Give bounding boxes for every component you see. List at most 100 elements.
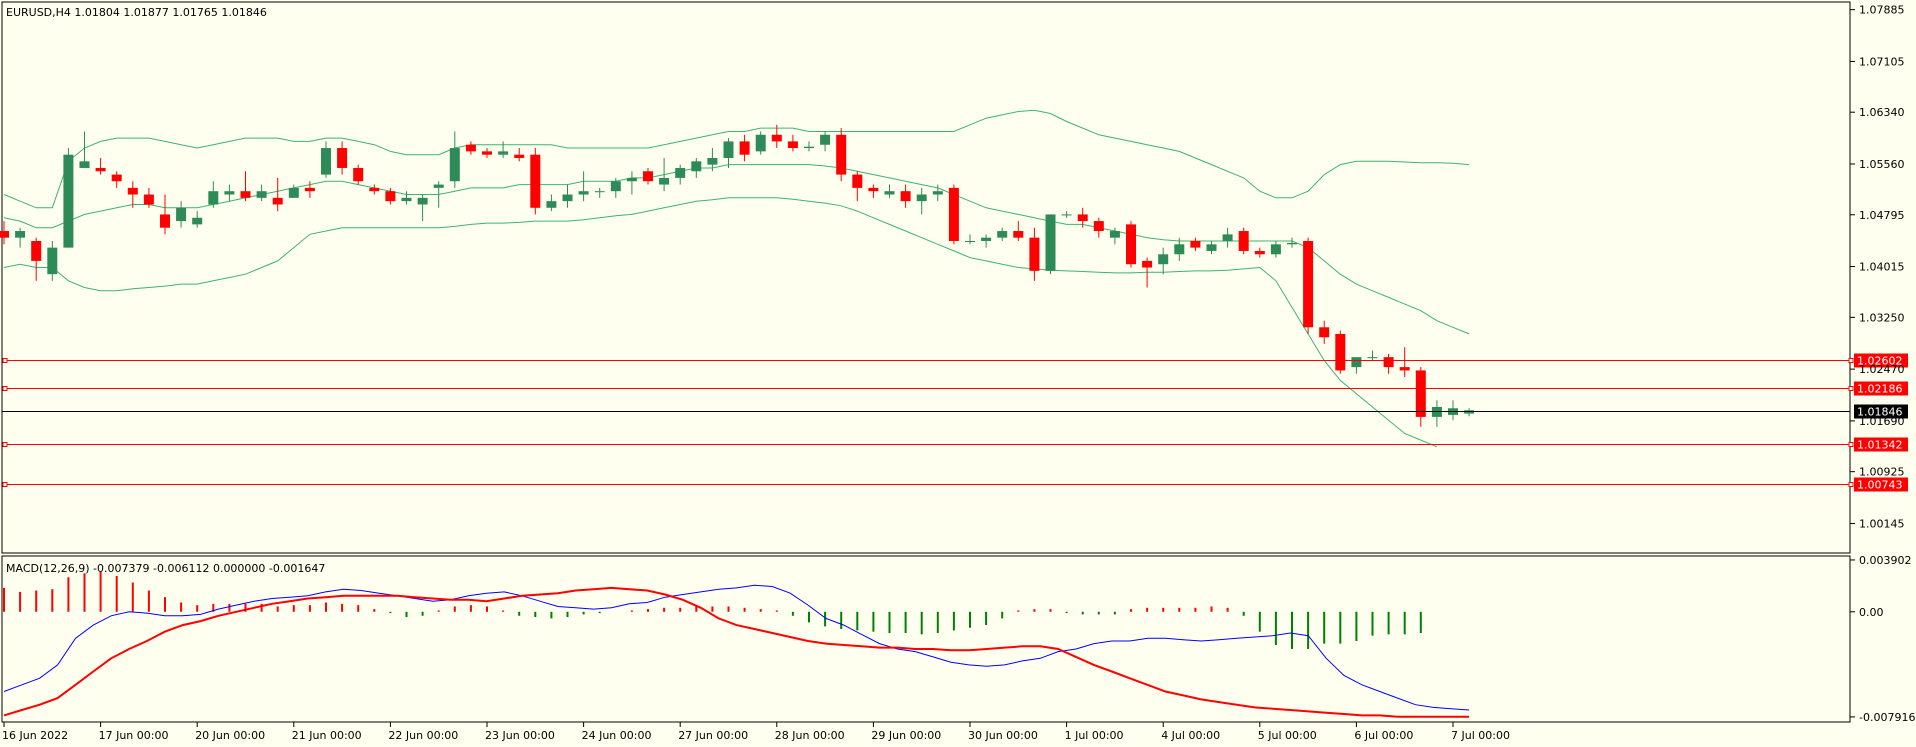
line-handle[interactable]: [2, 386, 8, 391]
line-handle[interactable]: [1848, 482, 1854, 487]
line-handle[interactable]: [2, 358, 8, 363]
candle-body[interactable]: [1045, 214, 1056, 271]
candle-body[interactable]: [852, 174, 863, 188]
candle-body[interactable]: [787, 141, 798, 149]
candle-body[interactable]: [868, 187, 879, 192]
candle-body[interactable]: [1013, 231, 1024, 238]
candle-body[interactable]: [1206, 244, 1217, 251]
candle-body[interactable]: [771, 134, 782, 142]
candle-body[interactable]: [1109, 231, 1120, 238]
candle-body[interactable]: [514, 154, 525, 159]
candle-body[interactable]: [1367, 357, 1378, 359]
candle-body[interactable]: [1222, 234, 1233, 241]
candle-body[interactable]: [932, 191, 943, 195]
candle-body[interactable]: [659, 177, 670, 185]
candle-body[interactable]: [1383, 357, 1394, 368]
candle-body[interactable]: [111, 174, 122, 182]
candle-body[interactable]: [691, 161, 702, 172]
candle-body[interactable]: [1190, 240, 1201, 248]
line-handle[interactable]: [2, 442, 8, 447]
candle-body[interactable]: [626, 177, 637, 182]
candle-body[interactable]: [707, 158, 718, 165]
candle-body[interactable]: [804, 146, 814, 149]
candle-body[interactable]: [1061, 214, 1072, 216]
candle-body[interactable]: [610, 181, 621, 192]
candle-body[interactable]: [723, 141, 734, 159]
candle-body[interactable]: [385, 191, 396, 202]
candle-body[interactable]: [965, 240, 975, 242]
candle-body[interactable]: [176, 207, 187, 222]
candle-body[interactable]: [95, 167, 106, 172]
candle-body[interactable]: [1126, 224, 1136, 265]
candle-body[interactable]: [1158, 254, 1169, 265]
line-handle[interactable]: [1848, 358, 1854, 363]
candle-body[interactable]: [304, 187, 315, 192]
line-handle[interactable]: [1848, 442, 1854, 447]
candle-body[interactable]: [1415, 370, 1426, 417]
candle-body[interactable]: [1238, 231, 1249, 251]
candle-body[interactable]: [643, 171, 653, 182]
candle-body[interactable]: [900, 191, 911, 202]
candle-body[interactable]: [127, 187, 138, 195]
candle-body[interactable]: [160, 214, 170, 228]
candle-body[interactable]: [47, 247, 58, 275]
line-handle[interactable]: [1848, 386, 1854, 391]
candle-body[interactable]: [288, 187, 299, 198]
candle-body[interactable]: [1351, 357, 1362, 368]
candle-body[interactable]: [1093, 221, 1104, 232]
candle-body[interactable]: [562, 194, 573, 202]
candle-body[interactable]: [836, 134, 847, 175]
candle-body[interactable]: [143, 194, 154, 205]
candle-body[interactable]: [321, 148, 331, 175]
candle-body[interactable]: [1142, 260, 1153, 268]
candle-body[interactable]: [208, 191, 219, 205]
candle-body[interactable]: [272, 197, 283, 205]
candle-body[interactable]: [15, 231, 26, 238]
candle-body[interactable]: [530, 154, 541, 208]
candle-body[interactable]: [1254, 250, 1265, 255]
candle-body[interactable]: [1335, 333, 1346, 371]
candle-body[interactable]: [79, 161, 90, 168]
candle-body[interactable]: [546, 201, 557, 208]
candle-body[interactable]: [948, 187, 959, 241]
line-handle[interactable]: [2, 482, 8, 487]
candle-body[interactable]: [1319, 327, 1330, 338]
horizontal-lines[interactable]: 1.02602 1.02186 1.01342 1.00743 1.01846: [2, 353, 1908, 492]
candle-body[interactable]: [401, 197, 412, 202]
candle-body[interactable]: [0, 231, 9, 238]
candle-body[interactable]: [31, 240, 42, 261]
candle-body[interactable]: [224, 191, 235, 195]
candle-body[interactable]: [240, 191, 251, 198]
candle-body[interactable]: [256, 191, 267, 198]
candle-body[interactable]: [337, 148, 348, 168]
candle-body[interactable]: [1399, 367, 1410, 371]
candle-body[interactable]: [997, 231, 1008, 238]
candle-body[interactable]: [916, 194, 927, 202]
candle-body[interactable]: [353, 167, 364, 182]
candle-body[interactable]: [675, 167, 686, 178]
candle-body[interactable]: [465, 144, 476, 152]
candle-body[interactable]: [1174, 244, 1185, 255]
candle-body[interactable]: [192, 217, 203, 225]
candlesticks[interactable]: [0, 124, 1475, 427]
candle-body[interactable]: [884, 191, 895, 195]
candle-body[interactable]: [981, 237, 992, 241]
candle-body[interactable]: [594, 191, 605, 193]
candle-body[interactable]: [1029, 237, 1040, 271]
candle-body[interactable]: [498, 151, 509, 155]
candle-body[interactable]: [482, 151, 492, 155]
candle-body[interactable]: [433, 184, 444, 188]
candle-body[interactable]: [417, 197, 428, 205]
candle-body[interactable]: [739, 141, 750, 155]
candle-body[interactable]: [1077, 214, 1088, 222]
candle-body[interactable]: [449, 148, 460, 182]
candle-body[interactable]: [755, 134, 766, 152]
candle-body[interactable]: [578, 191, 589, 195]
candle-body[interactable]: [1270, 244, 1281, 255]
candle-body[interactable]: [63, 154, 74, 248]
candle-body[interactable]: [1287, 242, 1297, 245]
candle-body[interactable]: [1303, 240, 1314, 328]
candle-body[interactable]: [369, 187, 380, 192]
